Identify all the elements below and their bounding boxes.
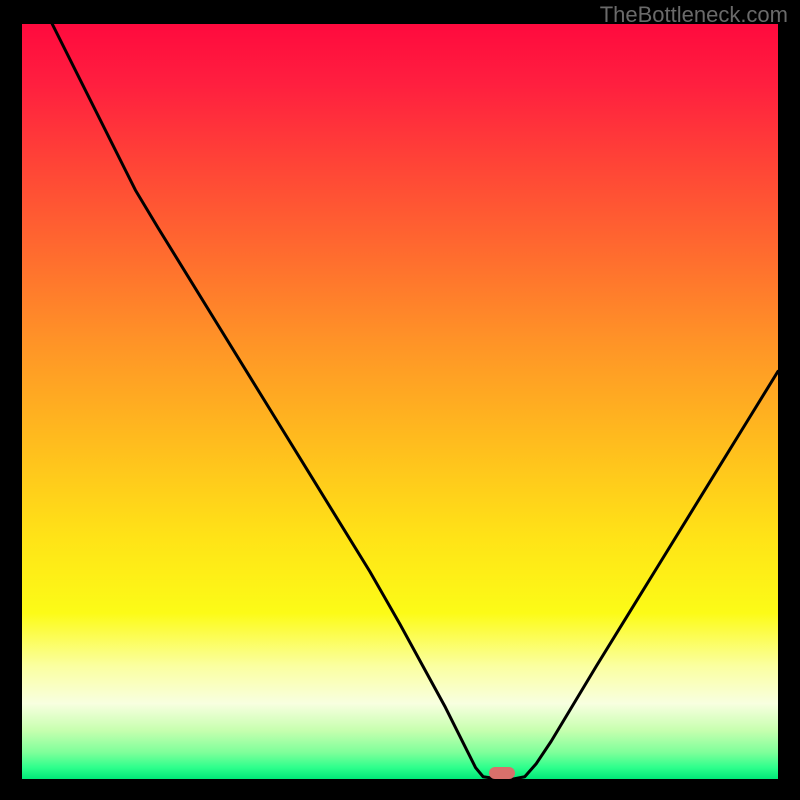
watermark-text: TheBottleneck.com — [600, 2, 788, 28]
plot-area — [22, 24, 778, 779]
optimal-marker — [489, 767, 515, 779]
curve-overlay — [22, 24, 778, 779]
bottleneck-curve — [52, 24, 778, 779]
chart-canvas: TheBottleneck.com — [0, 0, 800, 800]
